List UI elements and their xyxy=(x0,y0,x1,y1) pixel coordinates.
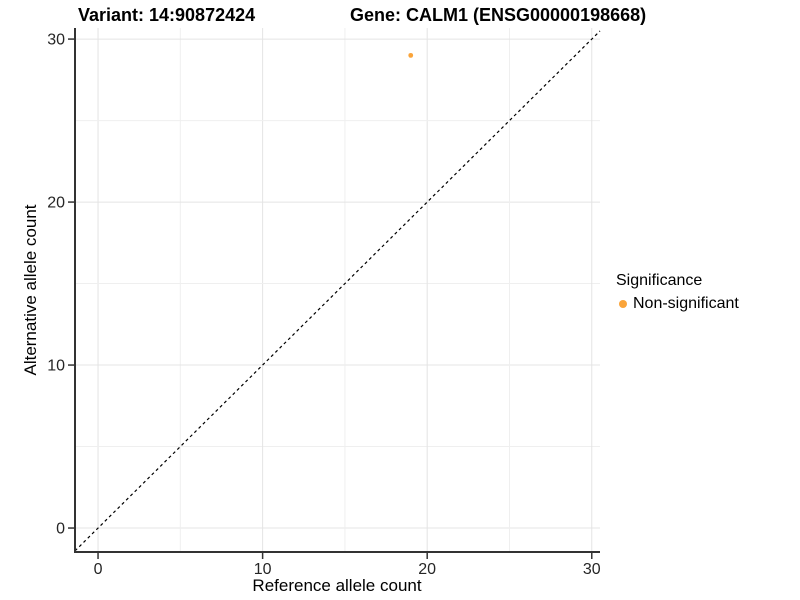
data-point xyxy=(408,52,414,58)
x-tick-label: 10 xyxy=(254,561,272,578)
y-axis-title: Alternative allele count xyxy=(21,204,40,376)
gene-title: Gene: CALM1 (ENSG00000198668) xyxy=(350,5,647,25)
legend-point-icon xyxy=(619,300,627,308)
y-tick-label: 10 xyxy=(47,358,65,375)
y-tick-label: 20 xyxy=(47,195,65,212)
identity-dashed-line xyxy=(74,30,601,552)
x-tick-label: 20 xyxy=(418,561,436,578)
x-tick-label: 0 xyxy=(94,561,103,578)
y-tick-label: 30 xyxy=(47,32,65,49)
legend-title: Significance xyxy=(616,272,703,289)
legend: Significance Non-significant xyxy=(616,272,739,313)
y-tick-label: 0 xyxy=(56,521,65,538)
legend-item: Non-significant xyxy=(616,295,739,313)
legend-item-label: Non-significant xyxy=(633,295,739,312)
variant-title: Variant: 14:90872424 xyxy=(78,5,256,25)
x-axis-title: Reference allele count xyxy=(252,576,422,595)
x-tick-label: 30 xyxy=(583,561,601,578)
